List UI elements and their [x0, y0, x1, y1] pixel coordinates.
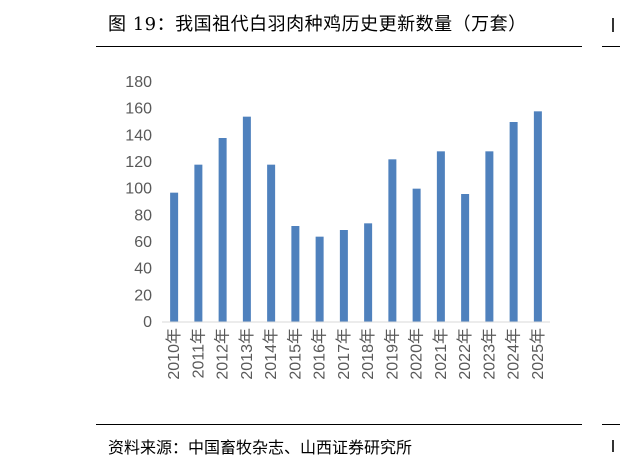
x-tick-label: 2012年: [214, 328, 232, 380]
bar: [533, 111, 542, 322]
x-tick-label: 2019年: [383, 328, 401, 380]
figure-title: 图 19：我国祖代白羽肉种鸡历史更新数量（万套）: [108, 14, 527, 35]
x-tick-label: 2025年: [529, 328, 547, 380]
x-tick-label: 2014年: [262, 328, 280, 380]
bar: [242, 116, 251, 323]
x-tick-label: 2013年: [238, 328, 256, 380]
y-tick-label: 60: [134, 234, 152, 251]
source-rule: [96, 424, 582, 425]
y-tick-label: 20: [134, 287, 152, 304]
y-tick-label: 80: [134, 207, 152, 224]
bar: [194, 164, 203, 322]
y-tick-label: 120: [125, 154, 152, 171]
x-tick-label: 2020年: [408, 328, 426, 380]
bar: [509, 122, 518, 322]
x-tick-label: 2018年: [359, 328, 377, 380]
bar: [461, 194, 470, 322]
x-tick-label: 2017年: [335, 328, 353, 380]
y-axis: 0 20 40 60 80 100 120 140 160 180: [125, 74, 152, 331]
source-rule-continuation: [602, 424, 620, 425]
bar: [339, 230, 348, 322]
y-tick-label: 140: [125, 127, 152, 144]
bar: [218, 138, 227, 322]
bar: [267, 164, 276, 322]
title-rule: [96, 46, 582, 47]
x-tick-label: 2022年: [456, 328, 474, 380]
y-tick-label: 160: [125, 101, 152, 118]
x-tick-label: 2023年: [480, 328, 498, 380]
bar: [364, 223, 373, 322]
x-tick-label: 2011年: [189, 328, 207, 378]
y-tick-label: 100: [125, 181, 152, 198]
bar: [170, 192, 179, 322]
y-tick-label: 180: [125, 74, 152, 91]
bar: [388, 159, 397, 322]
x-axis: 2010年 2011年 2012年 2013年 2014年 2015年 2016年 2017年…: [162, 321, 550, 380]
y-tick-label: 40: [134, 261, 152, 278]
x-tick-label: 2010年: [165, 328, 183, 380]
title-rule-continuation: [602, 46, 620, 47]
adjacent-figure-edge-mark: [612, 18, 614, 32]
x-tick-label: 2021年: [432, 328, 450, 380]
bar: [315, 236, 324, 322]
bar: [485, 151, 494, 322]
adjacent-source-edge-mark: [612, 440, 614, 452]
x-tick-label: 2024年: [505, 328, 523, 380]
source-note: 资料来源：中国畜牧杂志、山西证券研究所: [108, 438, 413, 457]
x-tick-label: 2016年: [311, 328, 329, 380]
bar: [412, 188, 421, 322]
bar-series: [170, 111, 542, 323]
bar: [436, 151, 445, 322]
y-tick-label: 0: [143, 314, 152, 331]
bar-chart: 0 20 40 60 80 100 120 140 160 180 2010年 2011年 2012年…: [125, 74, 550, 380]
x-tick-label: 2015年: [286, 328, 304, 380]
bar: [291, 226, 300, 322]
